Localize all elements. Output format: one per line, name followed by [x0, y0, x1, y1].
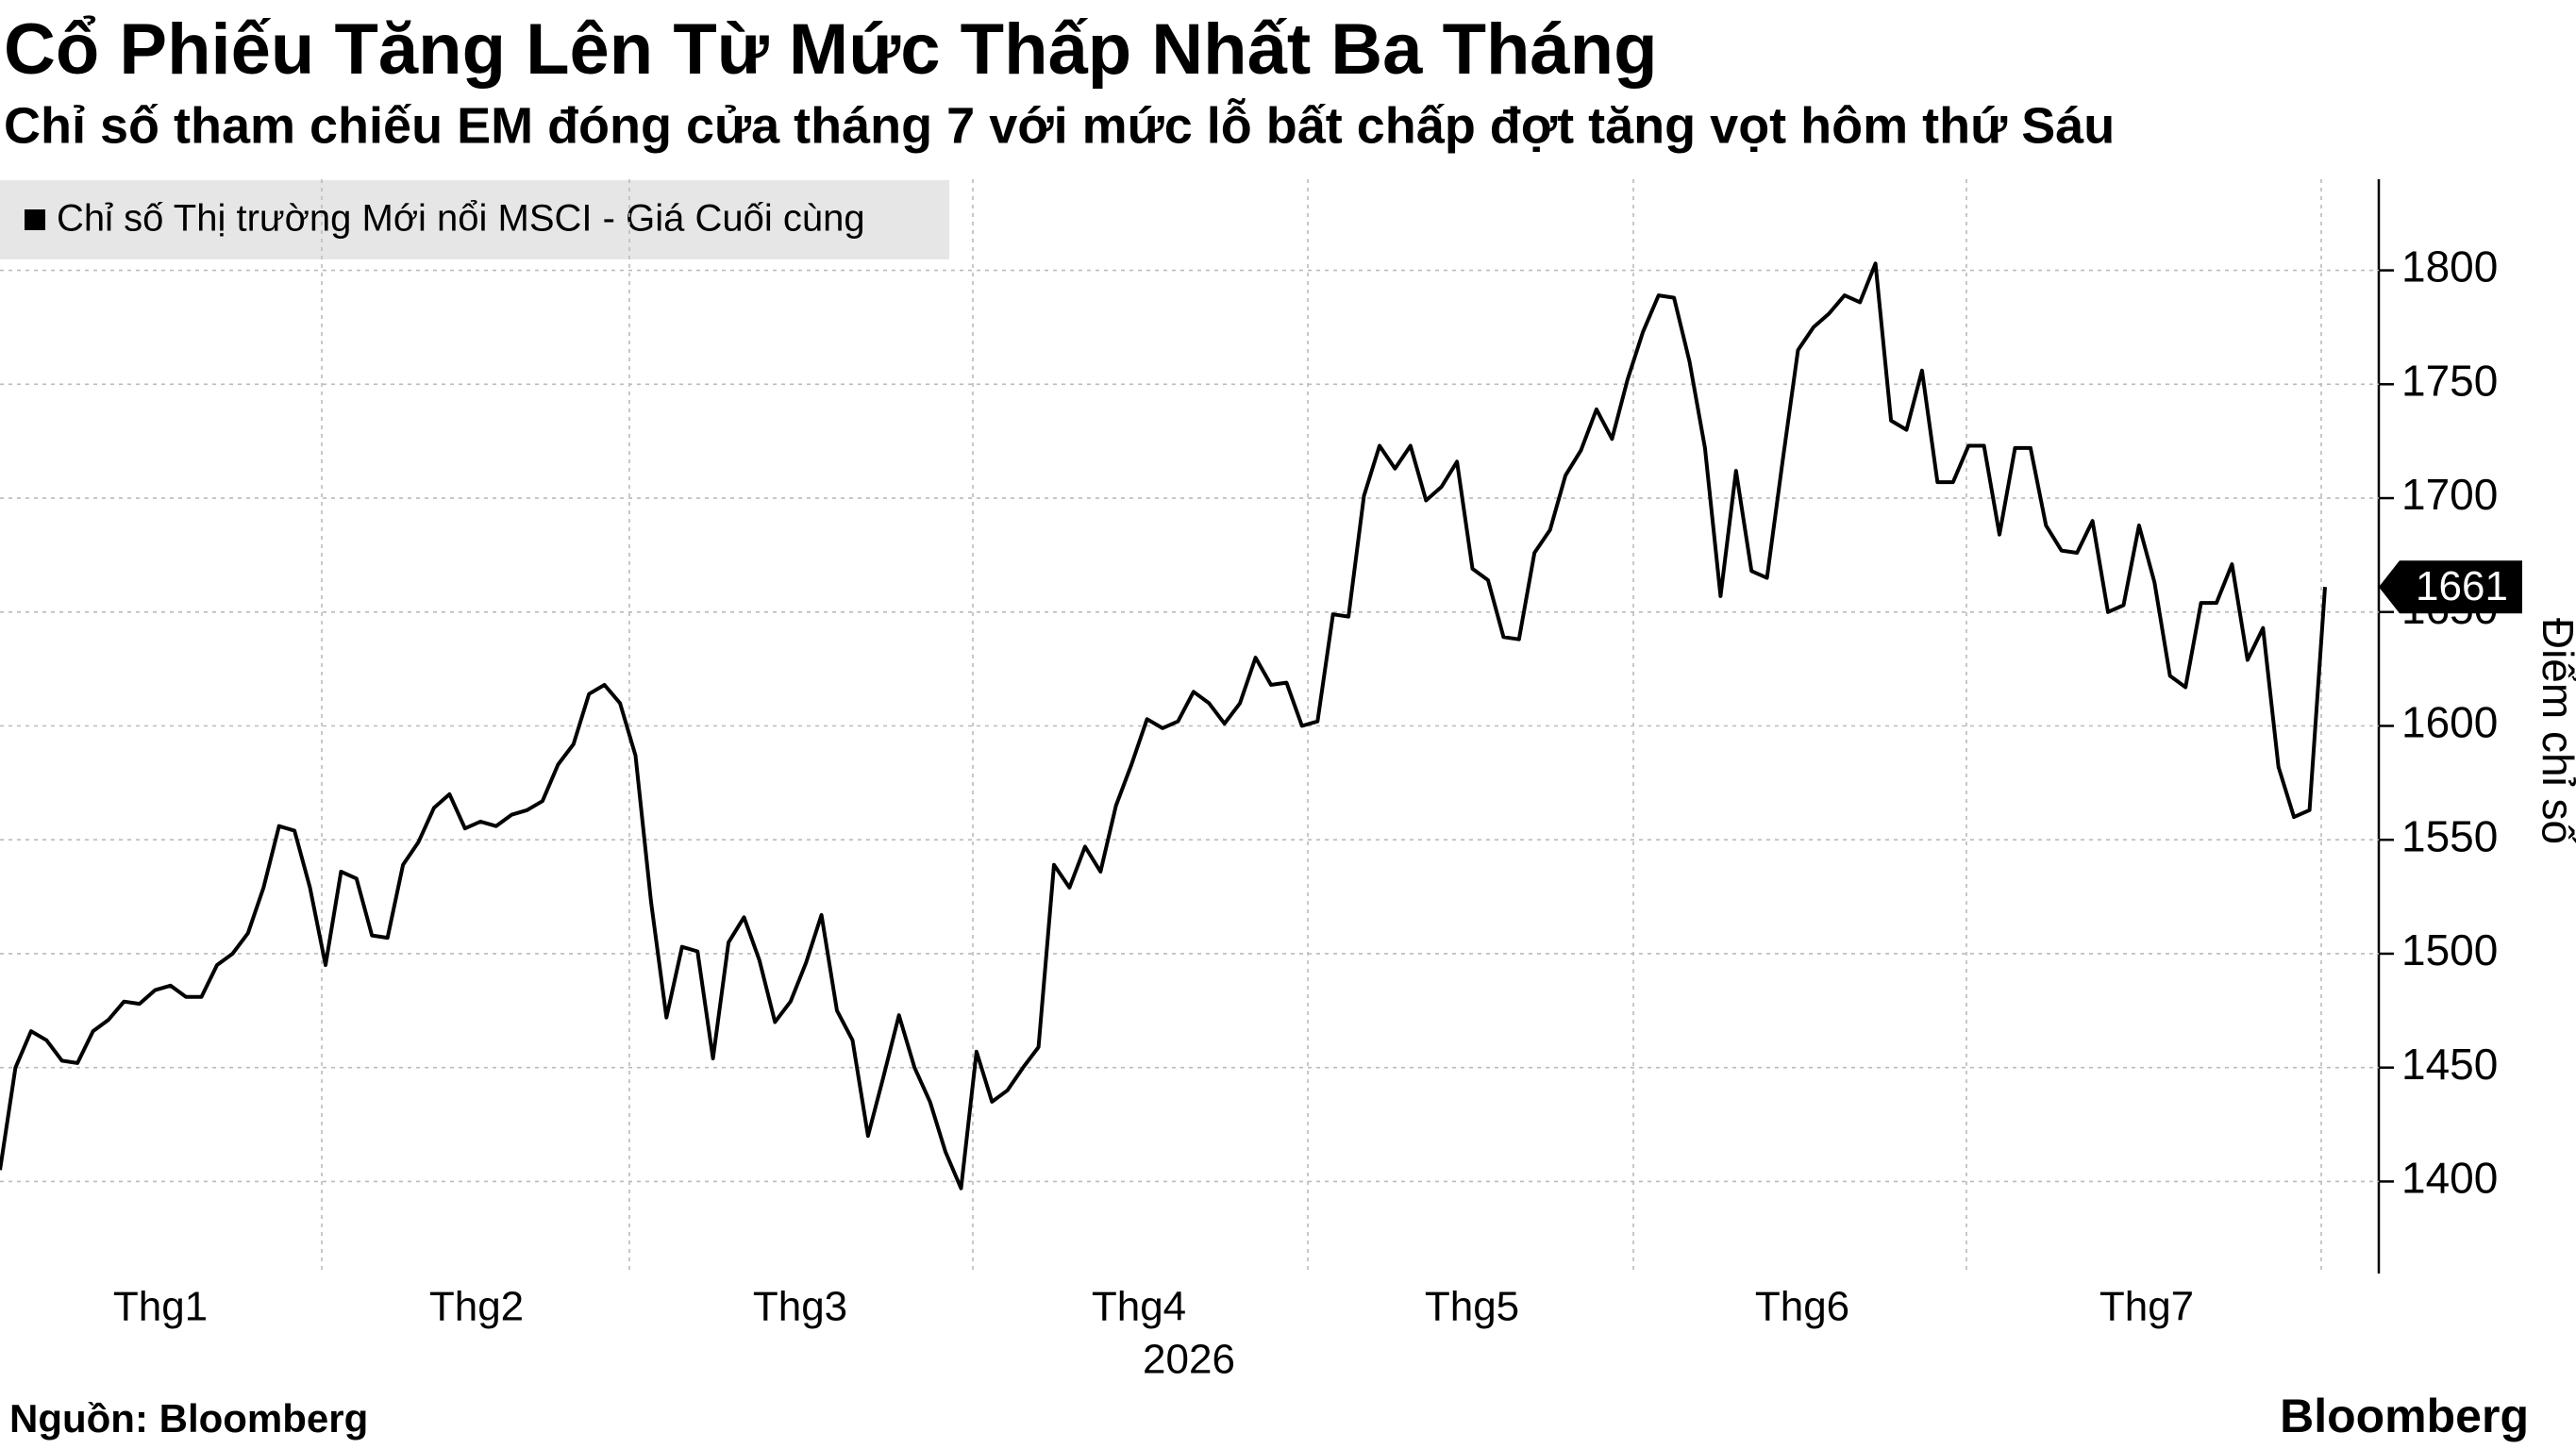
x-tick-label: Thg1 [113, 1284, 208, 1330]
chart-subtitle: Chỉ số tham chiếu EM đóng cửa tháng 7 vớ… [4, 97, 2115, 154]
year-label: 2026 [1143, 1337, 1235, 1383]
x-tick-label: Thg6 [1755, 1284, 1849, 1330]
line [0, 261, 2327, 1191]
x-tick-label: Thg4 [1092, 1284, 1186, 1330]
y-tick-label: 1750 [2401, 356, 2498, 405]
brand: Bloomberg [2280, 1390, 2529, 1442]
y-tick-label: 1450 [2401, 1040, 2498, 1089]
y-tick-label: 1700 [2401, 470, 2498, 519]
x-tick-label: Thg5 [1425, 1284, 1519, 1330]
last-value-tag [2379, 560, 2522, 614]
x-tick-label: Thg7 [2099, 1284, 2194, 1330]
last-value-label: 1661 [2416, 563, 2508, 609]
y-tick-label: 1550 [2401, 811, 2498, 860]
y-axis-label: Điểm chỉ số [2534, 618, 2576, 844]
y-tick-label: 1600 [2401, 698, 2498, 747]
x-tick-label: Thg3 [753, 1284, 847, 1330]
chart-title: Cổ Phiếu Tăng Lên Từ Mức Thấp Nhất Ba Th… [4, 9, 1658, 90]
source: Nguồn: Bloomberg [9, 1396, 368, 1441]
legend-box [0, 180, 949, 259]
y-tick-label: 1800 [2401, 242, 2498, 291]
y-tick-label: 1500 [2401, 925, 2498, 974]
legend-label: Chỉ số Thị trường Mới nổi MSCI - Giá Cuố… [57, 198, 865, 240]
x-tick-label: Thg2 [429, 1284, 524, 1330]
y-tick-label: 1400 [2401, 1154, 2498, 1203]
legend-swatch [25, 209, 45, 230]
